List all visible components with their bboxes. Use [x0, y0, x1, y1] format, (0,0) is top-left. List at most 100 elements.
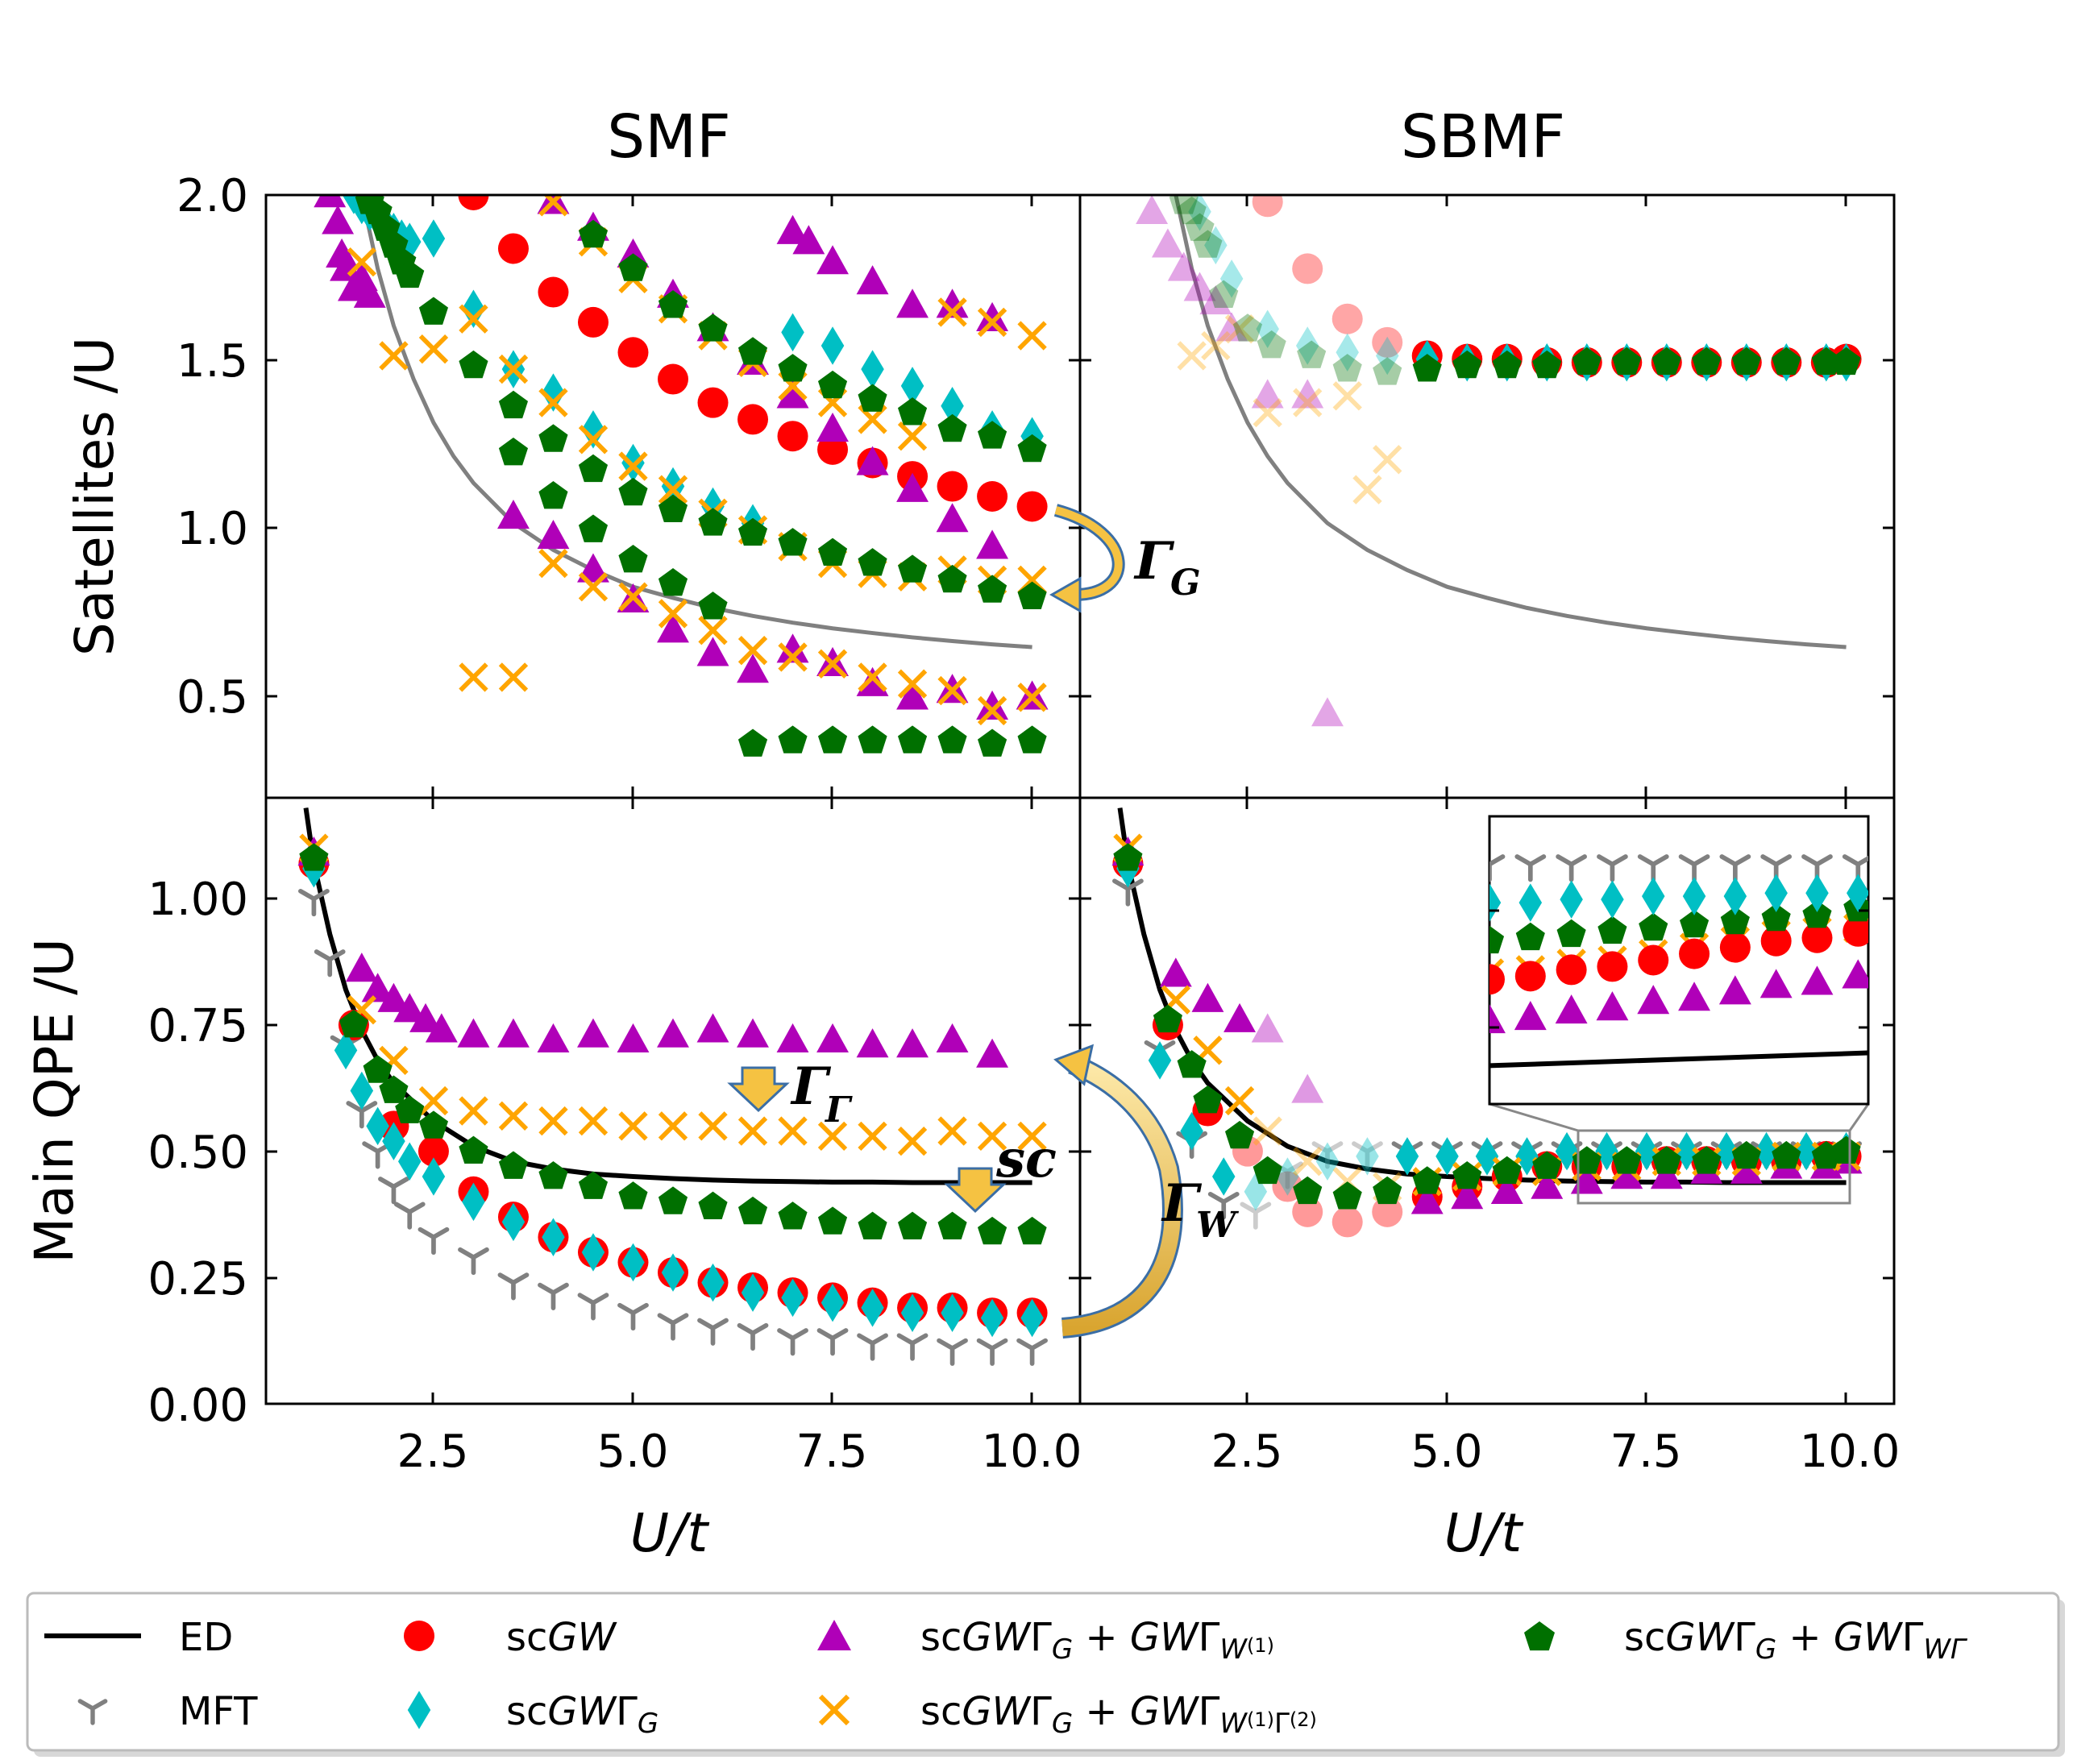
point-scgw-g	[1755, 1131, 1778, 1171]
point-mft	[458, 1247, 489, 1276]
point-scgw-g	[462, 1182, 485, 1222]
inset-point	[1641, 877, 1665, 915]
label-gamma-g: Γ	[1133, 531, 1175, 591]
point-scgw-g-gw-w-1-	[1610, 1160, 1643, 1189]
point-scgw-g-gw-w-	[858, 725, 887, 753]
point-mft	[857, 1333, 888, 1361]
point-scgw-g-gw-w-1-	[393, 993, 426, 1023]
label-gamma-g-sub: G	[1170, 562, 1201, 604]
point-scgw-g-gw-w-	[1532, 1151, 1562, 1179]
series-line-ed	[359, 195, 1032, 650]
point-scgw-g-gw-w-	[858, 384, 887, 412]
point-scgw-g-gw-w-1-2-	[498, 1101, 529, 1131]
point-scgw-g-gw-w-1-	[1191, 982, 1224, 1012]
point-scgw-g-gw-w-1-	[1199, 285, 1232, 315]
point-scgw-g-gw-w-	[1492, 1156, 1522, 1185]
point-scgw-g-gw-w-	[698, 1191, 728, 1219]
point-scgw-g-gw-w-	[978, 728, 1007, 757]
ytick-bottom-0.50: 0.50	[147, 1127, 248, 1179]
point-scgw-g-gw-w-	[1153, 1004, 1182, 1033]
point-scgw-g-gw-w-	[778, 528, 808, 556]
ytick-top-0.5: 0.5	[177, 671, 248, 724]
point-scgw-g-gw-w-1-2-	[1017, 683, 1047, 712]
point-scgw-g-gw-w-1-2-	[1293, 1147, 1323, 1177]
point-scgw-g-gw-w-1-2-	[498, 354, 529, 384]
point-scgw-g-gw-w-1-	[776, 1023, 809, 1052]
inset-point	[1764, 874, 1788, 912]
point-scgw	[617, 337, 649, 368]
inset-point	[1489, 883, 1502, 922]
point-scgw-g	[1180, 1111, 1203, 1151]
point-scgw-g-gw-w-1-2-	[618, 582, 648, 612]
point-scgw-g-gw-w-	[1731, 1140, 1761, 1169]
xtick-left-10.0: 10.0	[982, 1426, 1082, 1478]
point-scgw-g-gw-w-	[778, 1202, 808, 1230]
inset-point	[1515, 922, 1545, 951]
point-scgw-g-gw-w-1-2-	[1224, 314, 1255, 344]
point-scgw-g-gw-w-1-	[856, 666, 889, 696]
inset-point	[1489, 925, 1505, 954]
point-scgw-g-gw-w-	[1332, 354, 1362, 382]
inset-point	[1556, 954, 1587, 986]
point-scgw-g	[781, 1278, 804, 1318]
ytick-top-2.0: 2.0	[177, 170, 248, 222]
point-scgw	[1292, 1196, 1323, 1227]
point-scgw-g-gw-w-1-	[896, 1028, 929, 1058]
point-scgw-g	[861, 1289, 884, 1327]
point-scgw-g-gw-w-	[1412, 354, 1442, 382]
inset-point	[1805, 874, 1829, 912]
point-scgw-g-gw-w-	[937, 564, 967, 593]
point-scgw-g-gw-w-	[858, 1211, 887, 1240]
point-scgw-g	[1635, 1131, 1659, 1171]
point-scgw-g	[382, 1122, 405, 1160]
point-scgw-g-gw-w-1-2-	[658, 599, 688, 629]
point-scgw-g-gw-w-	[418, 1110, 449, 1139]
point-scgw-g-gw-w-1-2-	[418, 1085, 449, 1116]
point-scgw-g-gw-w-	[1692, 1146, 1722, 1174]
point-scgw-g-gw-w-1-2-	[1352, 475, 1382, 504]
point-scgw-g	[821, 1283, 845, 1322]
point-scgw-g-gw-w-	[1772, 1140, 1801, 1169]
point-scgw-g-gw-w-	[1811, 347, 1841, 376]
label-gamma-w-sub: W	[1196, 1205, 1240, 1246]
point-scgw-g-gw-w-	[737, 517, 768, 546]
point-scgw-g-gw-w-1-	[1159, 957, 1192, 987]
point-scgw-g-gw-w-1-2-	[977, 695, 1007, 726]
point-scgw-g	[1211, 1157, 1236, 1196]
inset-point	[1679, 938, 1710, 969]
inset-point	[1514, 854, 1547, 882]
point-scgw-g-gw-w-	[897, 725, 928, 753]
legend-wg-marker	[1523, 1621, 1556, 1651]
point-scgw-g-gw-w-1-2-	[737, 635, 768, 666]
point-scgw-g-gw-w-1-2-	[538, 388, 568, 417]
ylabel-satellites: Satellites /U	[64, 337, 126, 656]
point-scgw-g-gw-w-1-2-	[618, 1111, 648, 1141]
point-scgw-g-gw-w-	[1113, 843, 1143, 871]
inset-point	[1720, 906, 1750, 935]
point-scgw-g-gw-w-1-2-	[858, 1121, 887, 1152]
point-scgw-g-gw-w-1-2-	[977, 1121, 1007, 1152]
point-mft	[1112, 878, 1144, 907]
point-scgw-g	[542, 373, 565, 412]
point-scgw-g-gw-w-1-2-	[459, 304, 488, 334]
point-scgw-g-gw-w-	[1232, 313, 1263, 342]
point-scgw-g-gw-w-	[1612, 1146, 1642, 1174]
point-scgw-g-gw-w-1-2-	[698, 616, 728, 645]
xtick-right-10.0: 10.0	[1800, 1426, 1901, 1478]
point-scgw-g-gw-w-	[363, 1055, 393, 1083]
point-scgw-g-gw-w-1-	[1151, 228, 1184, 258]
point-scgw-g-gw-w-1-2-	[1332, 381, 1362, 411]
point-scgw-g-gw-w-	[1731, 347, 1761, 376]
point-mft	[538, 1282, 569, 1310]
point-scgw-g	[1435, 1137, 1459, 1176]
point-scgw-g	[1555, 1131, 1579, 1171]
point-scgw	[1252, 195, 1283, 218]
point-scgw-g-gw-w-	[1017, 1216, 1047, 1245]
point-scgw-g-gw-w-	[817, 725, 848, 753]
point-scgw-g-gw-w-	[658, 290, 688, 318]
legend-scgwgg-marker	[407, 1691, 431, 1729]
point-scgw	[817, 434, 849, 465]
inset-point	[1801, 965, 1834, 995]
point-scgw-g-gw-w-	[459, 1135, 488, 1164]
inset-point	[1514, 1001, 1547, 1031]
